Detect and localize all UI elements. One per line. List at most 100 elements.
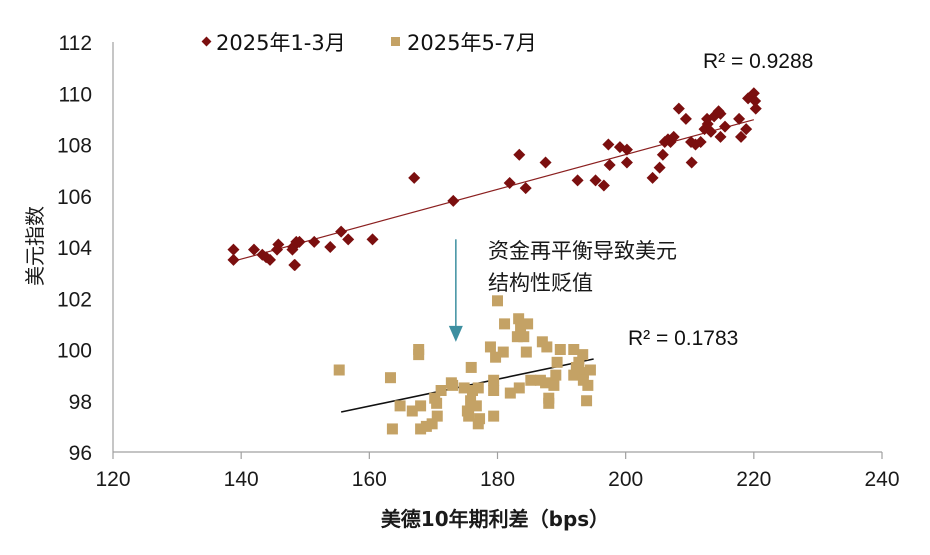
data-point-square: [415, 400, 427, 412]
data-point-square: [554, 344, 566, 355]
data-point-diamond: [247, 243, 260, 256]
data-point-diamond: [597, 179, 610, 192]
data-point-diamond: [366, 233, 379, 246]
data-point-diamond: [227, 253, 240, 266]
data-point-square: [541, 341, 553, 353]
data-point-square: [484, 341, 496, 353]
y-ticks: 96 98 100 102 104 106 108 110 112: [57, 32, 92, 465]
data-point-diamond: [503, 176, 516, 189]
data-point-diamond: [271, 243, 284, 256]
data-point-diamond: [718, 120, 731, 133]
data-point-diamond: [733, 112, 746, 125]
data-point-square: [570, 361, 582, 373]
data-point-square: [513, 382, 525, 394]
data-point-square: [488, 385, 500, 396]
data-point-square: [386, 423, 398, 435]
data-point-diamond: [735, 130, 748, 143]
data-point-square: [522, 318, 534, 330]
data-point-square: [333, 364, 345, 376]
data-point-diamond: [408, 171, 421, 184]
legend-marker-diamond: [201, 36, 212, 47]
y-tick-label: 100: [57, 340, 92, 363]
data-point-diamond: [749, 102, 762, 115]
r2-label-series-1: R² = 0.9288: [703, 50, 813, 73]
y-tick-label: 98: [69, 391, 92, 414]
data-point-square: [435, 385, 447, 396]
y-tick-label: 108: [57, 135, 92, 158]
annotation: 资金再平衡导致美元 结构性贬值: [448, 239, 677, 342]
data-point-square: [463, 410, 475, 422]
data-point-diamond: [342, 233, 355, 246]
down-arrow-icon: [448, 325, 463, 342]
data-point-square: [543, 397, 555, 409]
data-point-square: [581, 395, 593, 407]
data-point-square: [384, 372, 396, 384]
axes: 120 140 160 180 200 220 240 96 98 100 102 104 106 10…: [57, 32, 900, 491]
data-point-square: [467, 385, 479, 396]
data-point-diamond: [324, 241, 337, 253]
y-tick-label: 104: [57, 237, 92, 260]
annotation-line-2: 结构性贬值: [488, 271, 593, 295]
data-point-square: [420, 420, 432, 432]
data-point-square: [497, 346, 509, 358]
data-point-diamond: [749, 94, 762, 107]
data-point-square: [568, 369, 580, 381]
data-point-square: [415, 423, 427, 435]
data-point-diamond: [672, 102, 685, 115]
data-point-square: [426, 418, 438, 430]
data-point-square: [394, 400, 406, 412]
legend-label-series-2: 2025年5-7月: [407, 31, 537, 55]
data-point-square: [582, 379, 594, 391]
data-point-square: [490, 351, 502, 363]
data-point-square: [472, 418, 484, 430]
data-point-diamond: [747, 87, 760, 100]
data-point-diamond: [603, 159, 616, 171]
data-point-diamond: [519, 182, 532, 195]
data-point-diamond: [227, 243, 240, 256]
data-point-diamond: [679, 112, 692, 125]
series-2025-q1: [227, 87, 762, 271]
data-point-square: [511, 331, 523, 343]
data-point-square: [447, 379, 459, 391]
data-point-square: [458, 382, 470, 394]
trendlines: [234, 119, 754, 413]
series-2025-may-jul: [333, 295, 596, 435]
data-point-square: [488, 374, 500, 386]
data-point-diamond: [335, 225, 348, 238]
data-point-diamond: [704, 125, 717, 138]
x-tick-label: 120: [95, 468, 130, 491]
y-tick-label: 102: [57, 288, 92, 311]
data-point-square: [577, 349, 589, 361]
data-point-diamond: [685, 156, 698, 169]
data-point-diamond: [694, 135, 707, 148]
data-point-square: [431, 410, 443, 422]
data-point-square: [470, 400, 482, 412]
data-point-diamond: [646, 171, 659, 184]
data-point-diamond: [740, 123, 753, 136]
data-point-square: [584, 364, 596, 376]
x-tick-label: 220: [736, 468, 771, 491]
data-point-square: [413, 349, 425, 361]
data-point-diamond: [288, 258, 301, 271]
annotation-line-1: 资金再平衡导致美元: [488, 239, 677, 263]
data-point-diamond: [620, 156, 633, 169]
data-point-square: [520, 346, 532, 358]
x-tick-label: 180: [480, 468, 515, 491]
legend-label-series-1: 2025年1-3月: [216, 31, 346, 55]
data-point-square: [465, 395, 477, 407]
x-tick-label: 140: [224, 468, 259, 491]
data-point-square: [550, 369, 562, 381]
data-point-diamond: [513, 148, 526, 161]
data-point-diamond: [264, 253, 277, 266]
x-tick-label: 200: [608, 468, 643, 491]
data-point-square: [540, 377, 552, 389]
data-point-diamond: [620, 143, 633, 156]
data-point-square: [504, 387, 516, 399]
data-point-square: [518, 331, 530, 343]
data-point-square: [431, 397, 443, 409]
data-point-diamond: [539, 156, 552, 169]
data-point-diamond: [653, 161, 666, 174]
data-point-square: [525, 374, 537, 386]
y-tick-label: 106: [57, 186, 92, 209]
